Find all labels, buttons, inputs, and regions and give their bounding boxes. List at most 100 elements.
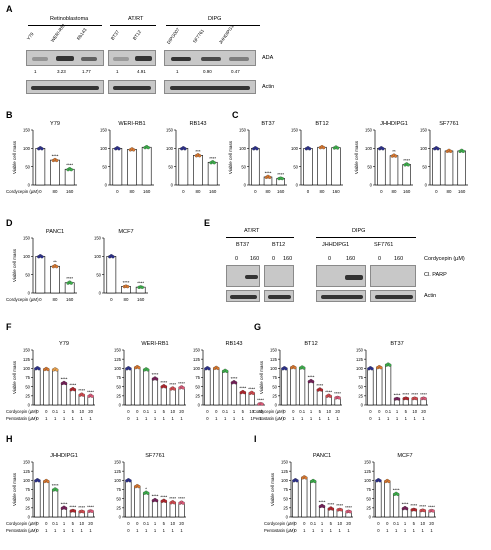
chart-title: RB143 bbox=[225, 341, 242, 347]
y-tick-label: 150 bbox=[23, 236, 31, 241]
pentostatin-label: 1 bbox=[63, 528, 66, 533]
chart-title: JHHDIPG1 bbox=[50, 453, 78, 459]
data-point bbox=[37, 367, 41, 371]
bar bbox=[393, 493, 400, 518]
cordycepin-label: 0.1 bbox=[299, 409, 305, 414]
significance-label: **** bbox=[308, 375, 315, 380]
y-tick-label: 125 bbox=[356, 357, 364, 362]
data-point bbox=[55, 488, 59, 492]
x-tick-label: 80 bbox=[320, 189, 325, 194]
blot-actin-bt12 bbox=[264, 290, 294, 302]
pentostatin-label: 1 bbox=[89, 528, 92, 533]
y-tick-label: 25 bbox=[25, 505, 30, 510]
y-tick-label: 100 bbox=[100, 146, 108, 151]
pentostatin-label: 1 bbox=[395, 528, 398, 533]
y-tick-label: 150 bbox=[23, 460, 31, 465]
data-point bbox=[128, 479, 132, 483]
row-label-actin: Actin bbox=[424, 293, 437, 299]
x-tick-label: 0 bbox=[380, 189, 383, 194]
x-axis-label: Cordycepin (µM) bbox=[6, 189, 39, 194]
pentostatin-label: 1 bbox=[336, 416, 339, 421]
panel-label-i: I bbox=[254, 434, 257, 444]
cordycepin-label: 0 bbox=[136, 521, 139, 526]
group-line-atrt bbox=[226, 237, 294, 238]
data-point bbox=[310, 379, 315, 384]
pentostatin-label: 1 bbox=[145, 528, 148, 533]
cordycepin-label: 20 bbox=[88, 521, 93, 526]
cordycepin-label: 5 bbox=[330, 521, 333, 526]
pentostatin-label: 1 bbox=[81, 528, 84, 533]
bar bbox=[106, 256, 117, 294]
chart-title: MCF7 bbox=[397, 453, 412, 459]
chart-title: WERI-RB1 bbox=[141, 341, 168, 347]
data-point bbox=[146, 368, 150, 372]
bar bbox=[125, 480, 132, 518]
chart-title: Y79 bbox=[50, 121, 60, 127]
y-axis-label: Viable cell mass bbox=[12, 472, 17, 506]
blot-ada-dipg bbox=[164, 50, 256, 66]
data-point bbox=[293, 366, 297, 370]
blot-actin-retinoblastoma bbox=[26, 80, 104, 94]
data-point bbox=[396, 492, 400, 496]
bar bbox=[178, 387, 185, 406]
panel-label-b: B bbox=[6, 110, 13, 120]
cordycepin-label: 10 bbox=[412, 409, 417, 414]
cordycepin-label: 0 bbox=[45, 521, 48, 526]
y-tick-label: 0 bbox=[361, 403, 364, 408]
x-tick-label: 160 bbox=[332, 189, 340, 194]
x-tick-label: 0 bbox=[39, 297, 42, 302]
y-tick-label: 150 bbox=[94, 236, 102, 241]
pentostatin-label: 0 bbox=[127, 416, 130, 421]
significance-label: ** bbox=[53, 260, 57, 265]
bar bbox=[230, 381, 238, 406]
pentostatin-label: 1 bbox=[172, 528, 175, 533]
data-point bbox=[90, 509, 94, 513]
pentostatin-label: 0 bbox=[127, 528, 130, 533]
band bbox=[201, 57, 221, 61]
bar bbox=[127, 149, 137, 186]
group-label-dipg: DIPG bbox=[352, 228, 366, 234]
y-tick-label: 100 bbox=[365, 146, 373, 151]
y-tick-label: 125 bbox=[114, 357, 122, 362]
data-point bbox=[313, 479, 317, 484]
y-tick-label: 50 bbox=[96, 272, 101, 277]
cordycepin-label: 5 bbox=[319, 409, 322, 414]
blot-actin-sf7761 bbox=[370, 290, 416, 302]
pentostatin-label: 1 bbox=[378, 416, 381, 421]
cordycepin-label: 1 bbox=[310, 409, 313, 414]
bar bbox=[281, 368, 288, 406]
y-axis-label: Viable cell mass bbox=[12, 140, 17, 174]
lane-label: BT12 bbox=[272, 242, 286, 248]
pentostatin-label: 1 bbox=[319, 416, 322, 421]
y-tick-label: 0 bbox=[99, 291, 102, 296]
band bbox=[375, 295, 413, 299]
significance-label: **** bbox=[334, 391, 341, 396]
y-tick-label: 50 bbox=[25, 496, 30, 501]
chart-title: MCF7 bbox=[118, 229, 133, 235]
data-point bbox=[140, 285, 144, 289]
bar bbox=[310, 480, 317, 518]
y-tick-label: 150 bbox=[364, 460, 372, 465]
data-point bbox=[381, 147, 385, 151]
pentostatin-label: 1 bbox=[414, 416, 417, 421]
cordycepin-label: 10 bbox=[170, 521, 175, 526]
bar bbox=[204, 368, 211, 406]
pentostatin-label: 1 bbox=[347, 528, 350, 533]
y-tick-label: 0 bbox=[105, 183, 108, 188]
dose-label: 160 bbox=[346, 256, 356, 262]
significance-label: **** bbox=[248, 386, 255, 391]
significance-label: **** bbox=[123, 280, 130, 285]
y-tick-label: 0 bbox=[119, 515, 122, 520]
significance-label: **** bbox=[61, 377, 68, 382]
bar bbox=[331, 147, 341, 186]
y-tick-label: 0 bbox=[198, 403, 201, 408]
y-tick-label: 0 bbox=[244, 183, 247, 188]
y-tick-label: 100 bbox=[23, 366, 31, 371]
significance-label: **** bbox=[316, 383, 323, 388]
cordycepin-label: 10 bbox=[79, 521, 84, 526]
x-tick-label: 80 bbox=[196, 189, 201, 194]
data-point bbox=[302, 366, 306, 370]
cordycepin-label: 0 bbox=[136, 409, 139, 414]
data-point bbox=[125, 284, 130, 289]
cordycepin-label: 1 bbox=[404, 521, 407, 526]
